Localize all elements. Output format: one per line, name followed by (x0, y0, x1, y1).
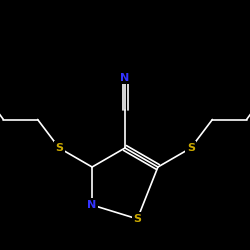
Text: N: N (120, 73, 130, 83)
Text: N: N (88, 200, 97, 210)
Text: S: S (133, 214, 141, 224)
Text: S: S (187, 143, 195, 153)
Text: S: S (55, 143, 63, 153)
